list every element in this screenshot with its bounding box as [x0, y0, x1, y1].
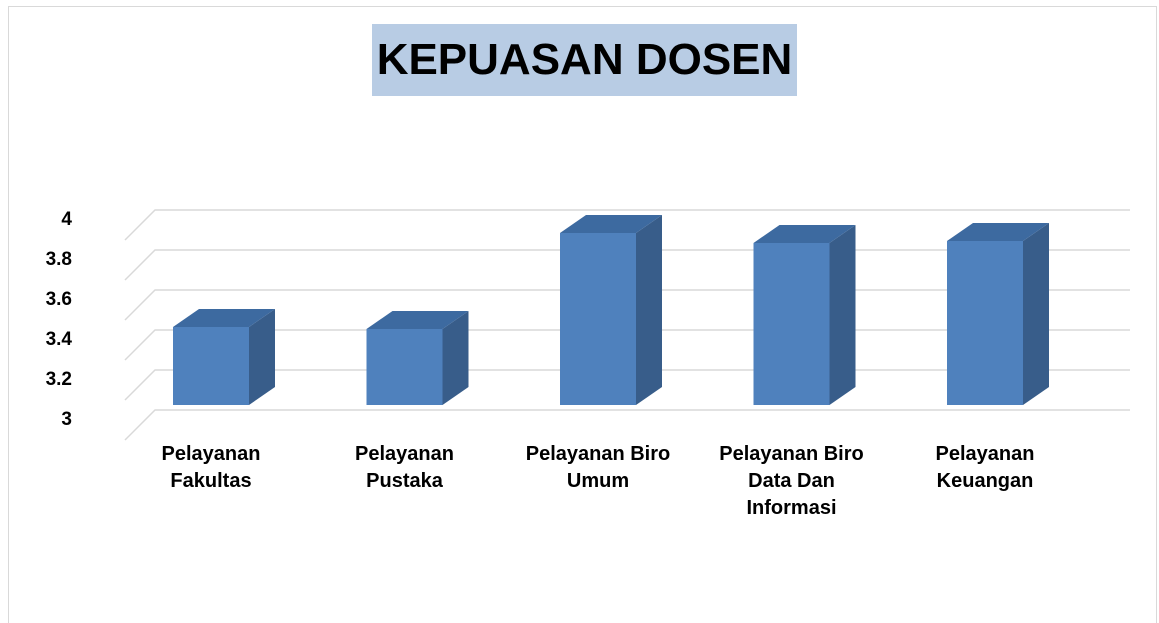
bar-side [1023, 223, 1049, 405]
chart-title: KEPUASAN DOSEN [372, 24, 797, 96]
bar-top [947, 223, 1049, 241]
y-tick-label: 3.4 [46, 329, 73, 350]
x-tick-label: Pelayanan Keuangan [935, 443, 1035, 492]
bar-side [249, 309, 275, 405]
y-tick-label: 3.6 [46, 289, 72, 310]
y-tick-label: 3.8 [46, 249, 72, 270]
chart-frame [8, 6, 1157, 623]
bar-side [636, 215, 662, 405]
x-tick-label: Pelayanan Biro Umum [525, 443, 671, 492]
bar [947, 241, 1023, 405]
x-tick-label: Pelayanan Biro Data Dan Informasi [719, 443, 864, 519]
grid-line [124, 409, 1130, 441]
x-tick-label: Pelayanan Pustaka [355, 443, 454, 492]
bar [560, 233, 636, 405]
bar [753, 243, 830, 405]
bar-side [442, 311, 469, 405]
y-tick-label: 3.2 [46, 369, 72, 390]
y-tick-label: 3 [61, 409, 72, 430]
y-tick-label: 4 [61, 209, 72, 230]
bar-top [753, 225, 856, 243]
bar-side [829, 225, 856, 405]
bar-top [366, 311, 469, 329]
bar [366, 329, 443, 405]
grid-line [124, 209, 1130, 241]
bar-top [560, 215, 662, 233]
bar [173, 327, 249, 405]
x-tick-label: Pelayanan Fakultas [161, 443, 261, 492]
bar-top [173, 309, 275, 327]
